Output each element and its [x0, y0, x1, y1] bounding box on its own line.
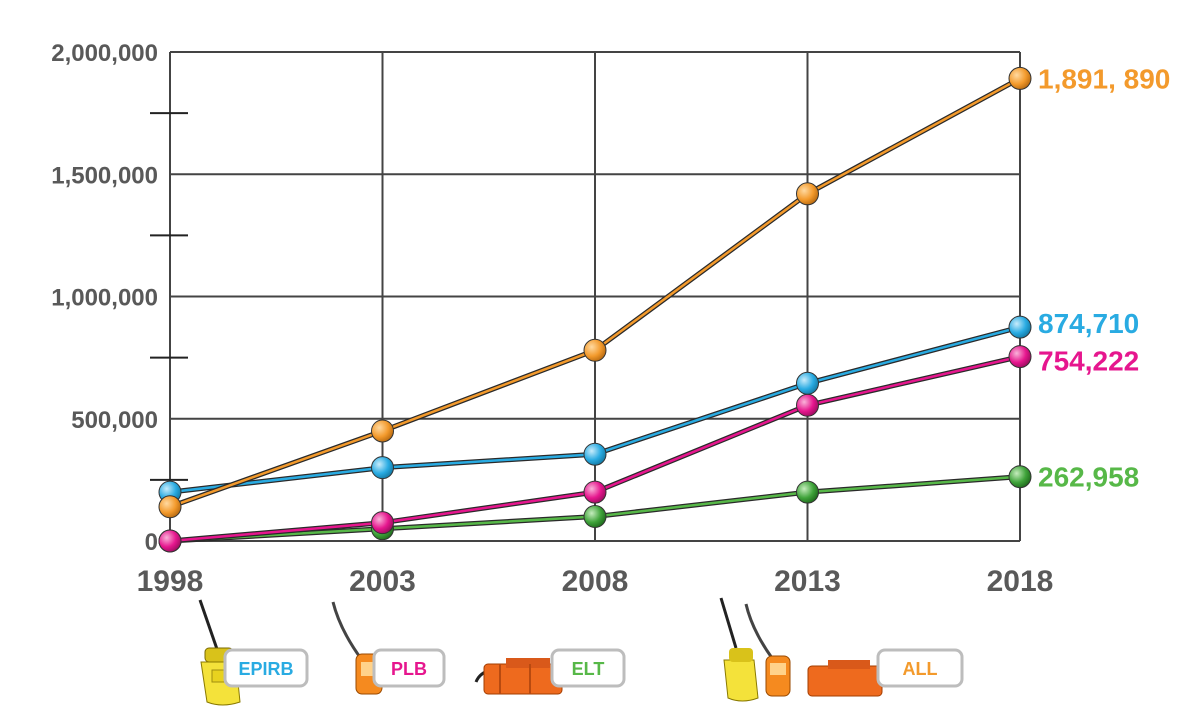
legend-tag-all: ALL: [876, 648, 964, 688]
data-point-epirb: [583, 442, 607, 466]
y-tick-label: 0: [145, 529, 158, 556]
data-point-plb: [1008, 345, 1032, 369]
x-tick-label: 2013: [774, 565, 841, 598]
y-axis-tick-labels: 0 500,000 1,000,000 1,500,000 2,000,000: [51, 40, 158, 556]
x-tick-label: 1998: [137, 565, 204, 598]
y-tick-label: 2,000,000: [51, 40, 158, 67]
series-end-labels: 262,958 754,222 874,710 1,891, 890: [1038, 63, 1170, 492]
x-axis-tick-labels: 1998 2003 2008 2013 2018: [137, 565, 1054, 598]
data-point-all: [158, 495, 182, 519]
data-point-all: [583, 338, 607, 362]
y-tick-label: 1,000,000: [51, 285, 158, 312]
data-point-all: [1008, 66, 1032, 90]
data-point-plb: [371, 511, 394, 535]
data-point-epirb: [1008, 315, 1032, 339]
data-point-epirb: [796, 371, 819, 395]
x-tick-label: 2008: [562, 565, 629, 598]
end-label-elt: 262,958: [1038, 462, 1139, 493]
y-tick-label: 1,500,000: [51, 162, 158, 189]
all-beacons-icon: [719, 597, 883, 702]
end-label-all: 1,891, 890: [1038, 63, 1170, 94]
end-label-epirb: 874,710: [1038, 308, 1139, 339]
x-tick-label: 2018: [987, 565, 1054, 598]
data-point-all: [371, 419, 394, 443]
data-point-elt: [1008, 465, 1032, 489]
legend-label-all: ALL: [903, 659, 938, 679]
series-points: [158, 66, 1032, 553]
legend-tag-elt: ELT: [550, 648, 626, 688]
data-point-plb: [158, 529, 182, 553]
data-point-epirb: [371, 456, 394, 480]
axes: [150, 112, 1020, 542]
data-point-all: [796, 182, 819, 206]
device-legend: EPIRB PLB ELT: [198, 597, 964, 706]
grid-lines: [169, 51, 1021, 541]
data-point-plb: [796, 393, 819, 417]
elt-beacon-icon: [474, 658, 563, 695]
data-point-plb: [583, 480, 607, 504]
y-tick-label: 500,000: [71, 407, 158, 434]
data-point-elt: [583, 505, 607, 529]
legend-label-elt: ELT: [572, 659, 605, 679]
legend-tag-epirb: EPIRB: [223, 648, 309, 688]
end-label-plb: 754,222: [1038, 346, 1139, 377]
x-tick-label: 2003: [349, 565, 416, 598]
legend-label-plb: PLB: [391, 659, 427, 679]
data-point-elt: [796, 480, 819, 504]
legend-tag-plb: PLB: [372, 648, 446, 688]
legend-label-epirb: EPIRB: [238, 659, 293, 679]
